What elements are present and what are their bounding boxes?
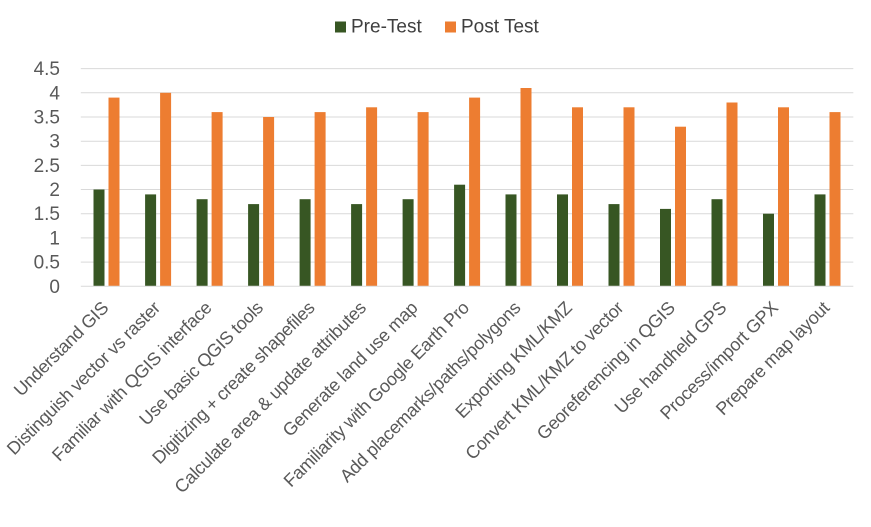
svg-text:1.5: 1.5: [34, 204, 60, 225]
svg-text:1: 1: [49, 228, 60, 249]
svg-text:4.5: 4.5: [34, 59, 60, 80]
svg-text:3.5: 3.5: [34, 108, 60, 129]
svg-text:3: 3: [49, 132, 60, 153]
svg-text:4: 4: [49, 83, 60, 104]
svg-text:0: 0: [49, 277, 60, 298]
svg-text:Pre-Test: Pre-Test: [351, 17, 422, 38]
svg-text:Post Test: Post Test: [461, 17, 540, 38]
svg-text:2: 2: [49, 180, 60, 201]
svg-text:0.5: 0.5: [34, 253, 60, 274]
svg-text:2.5: 2.5: [34, 156, 60, 177]
